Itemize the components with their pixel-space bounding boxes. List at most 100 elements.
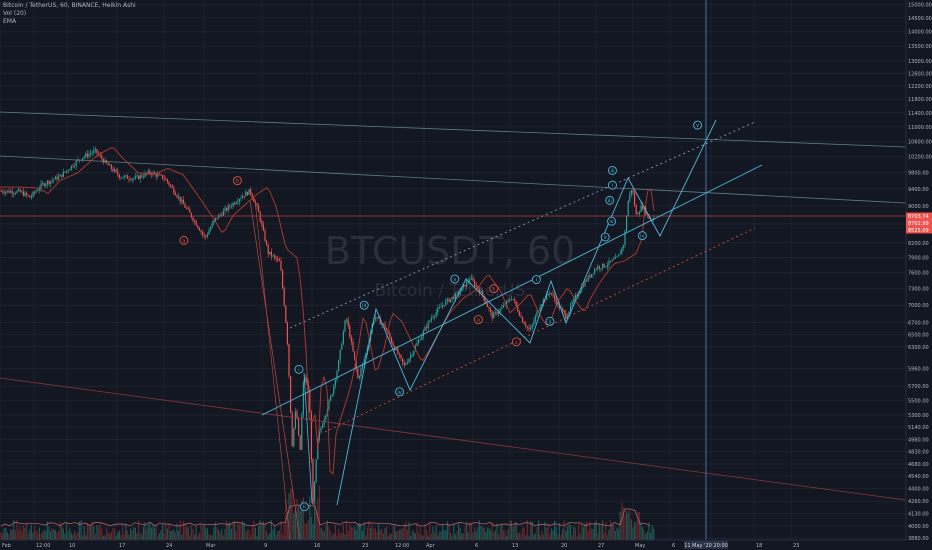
- volume-bar: [64, 533, 66, 540]
- price-tick-label: 4980.00: [908, 438, 929, 444]
- candle-body: [224, 208, 226, 211]
- volume-bar: [144, 522, 146, 540]
- volume-bar: [330, 530, 332, 540]
- volume-bar: [138, 520, 140, 540]
- volume-bar: [589, 521, 591, 540]
- time-tick-label: Mar: [206, 543, 216, 549]
- volume-bar: [603, 532, 605, 540]
- volume-bar: [274, 526, 276, 540]
- wave-label-circle: [299, 502, 309, 512]
- candle-body: [427, 321, 429, 329]
- volume-bar: [206, 528, 208, 540]
- volume-bar: [458, 522, 460, 540]
- volume-bar: [322, 529, 324, 540]
- candle-body: [435, 312, 437, 317]
- volume-bar: [114, 528, 116, 540]
- volume-bar: [118, 530, 120, 540]
- candle-body: [488, 307, 490, 309]
- candle-body: [486, 303, 488, 308]
- candle-body: [160, 174, 162, 176]
- trendline: [0, 111, 907, 148]
- volume-bar: [32, 532, 34, 540]
- price-tick-label: 15000.00: [908, 3, 932, 9]
- candle-body: [85, 153, 87, 157]
- volume-bars: [0, 485, 655, 540]
- volume-bar: [542, 534, 544, 540]
- volume-bar: [451, 535, 453, 540]
- volume-bar: [110, 531, 112, 540]
- candle-body: [413, 350, 415, 356]
- candle-body: [549, 293, 551, 294]
- volume-bar: [581, 522, 583, 540]
- wave-label-text: iii: [610, 168, 614, 174]
- candle-body: [606, 265, 608, 267]
- candle-body: [381, 323, 383, 325]
- volume-bar: [280, 520, 282, 540]
- candle-body: [131, 178, 133, 181]
- time-tick-label: 23: [362, 543, 368, 549]
- price-tick-label: 9400.00: [908, 187, 929, 193]
- price-label-box: [906, 219, 932, 227]
- volume-bar: [491, 522, 493, 540]
- volume-bar: [80, 520, 82, 540]
- candle-body: [48, 181, 50, 184]
- volume-bar: [493, 532, 495, 540]
- volume-bar: [387, 535, 389, 540]
- volume-bar: [184, 523, 186, 540]
- candle-body: [590, 274, 592, 278]
- volume-bar: [333, 533, 335, 540]
- candle-body: [261, 221, 263, 225]
- candle-body: [288, 343, 290, 377]
- candle-body: [211, 223, 213, 228]
- volume-bar: [608, 529, 610, 540]
- candle-body: [533, 321, 535, 325]
- candle-body: [571, 302, 573, 305]
- candle-body: [168, 181, 170, 185]
- wave-label: a: [179, 235, 189, 245]
- volume-bar: [613, 524, 615, 540]
- volume-bar: [104, 535, 106, 540]
- wave-label: iv: [637, 231, 647, 241]
- time-tick-label: 10: [69, 543, 75, 549]
- volume-bar: [646, 531, 648, 540]
- ema-legend[interactable]: EMA: [3, 18, 17, 25]
- candle-body: [216, 217, 218, 219]
- time-tick-label: Apr: [426, 543, 436, 549]
- time-tick-label: 18: [756, 543, 762, 549]
- volume-bar: [174, 531, 176, 540]
- volume-bar: [115, 535, 117, 540]
- wave-label-text: a: [182, 238, 185, 244]
- volume-legend[interactable]: Vol (20): [3, 10, 27, 17]
- price-label-box: [906, 226, 932, 234]
- volume-bar: [205, 528, 207, 540]
- volume-bar: [186, 526, 188, 540]
- volume-bar: [226, 520, 228, 540]
- candle-body: [6, 190, 8, 192]
- candle-body: [40, 183, 42, 189]
- volume-bar: [45, 530, 47, 540]
- symbol-legend[interactable]: Bitcoin / TetherUS, 60, BINANCE, Heikin …: [3, 2, 136, 9]
- candle-body: [184, 204, 186, 208]
- volume-bar: [349, 523, 351, 540]
- wave-label: iii: [605, 195, 615, 205]
- volume-bar: [245, 531, 247, 540]
- candle-body: [141, 175, 143, 177]
- trendlines: [0, 0, 907, 541]
- volume-bar: [107, 532, 109, 540]
- wave-path: [303, 372, 313, 504]
- wave-label: iv: [395, 387, 404, 397]
- candle-body: [301, 414, 303, 450]
- candle-body: [181, 199, 183, 202]
- volume-bar: [142, 526, 144, 540]
- volume-bar: [254, 527, 256, 540]
- candle-body: [509, 299, 511, 301]
- volume-bar: [293, 513, 295, 540]
- candle-body: [605, 266, 607, 268]
- volume-bar: [122, 524, 124, 540]
- candle-body: [397, 348, 399, 355]
- volume-bar: [74, 530, 76, 540]
- volume-bar: [624, 514, 626, 540]
- volume-bar: [310, 516, 312, 540]
- volume-bar: [88, 524, 90, 540]
